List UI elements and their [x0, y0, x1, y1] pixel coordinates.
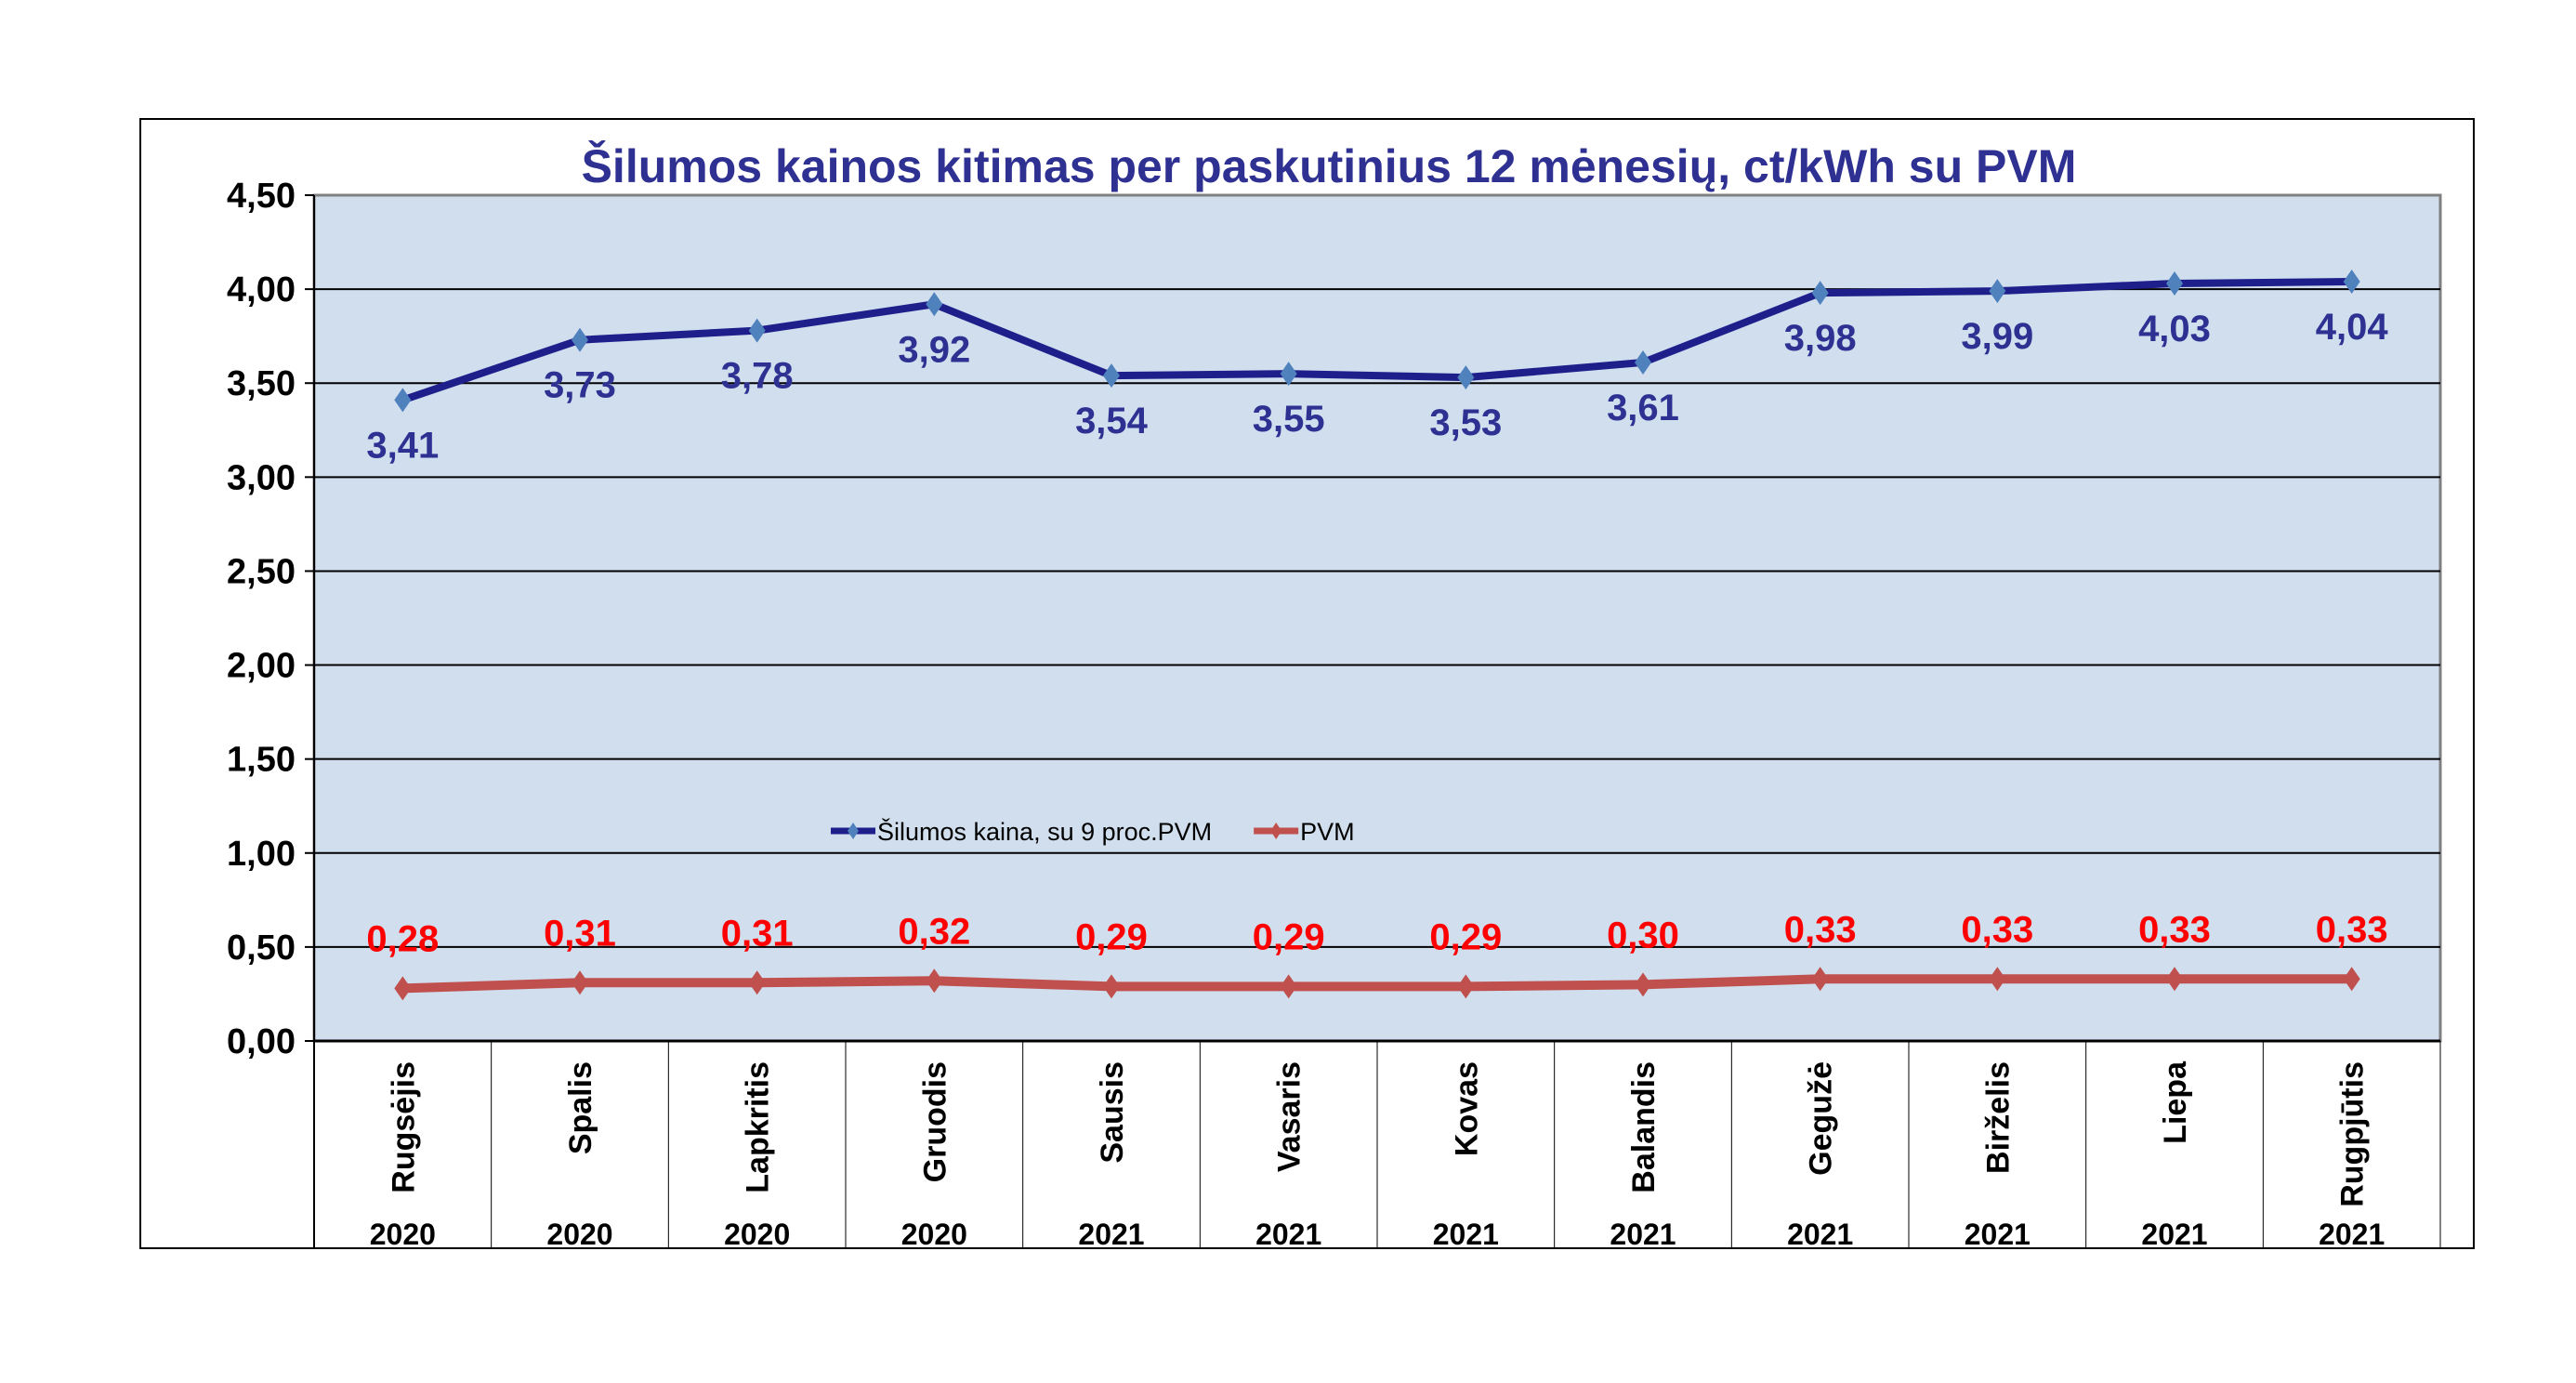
data-label: 0,33	[1961, 909, 2033, 950]
data-label: 3,73	[544, 365, 616, 406]
legend: Šilumos kaina, su 9 proc.PVM PVM	[831, 817, 1355, 846]
category-label: Rugsėjis	[386, 1061, 421, 1193]
data-label: 3,78	[721, 356, 794, 397]
year-label: 2021	[1433, 1218, 1499, 1251]
legend-label: PVM	[1300, 818, 1355, 846]
category-label: Sausis	[1095, 1061, 1130, 1164]
data-point-marker	[1103, 363, 1120, 389]
series-line	[401, 278, 2352, 404]
data-point-marker	[1811, 967, 1829, 992]
year-label: 2020	[901, 1218, 967, 1251]
data-point-marker	[1635, 972, 1651, 997]
year-label: 2021	[2319, 1218, 2385, 1251]
category-label: Liepa	[2158, 1060, 2193, 1144]
data-label: 3,98	[1784, 318, 1857, 359]
gridlines	[314, 288, 2440, 948]
y-tick-label: 3,50	[227, 364, 296, 403]
category-label: Vasaris	[1272, 1061, 1308, 1172]
year-label: 2020	[724, 1218, 790, 1251]
data-point-marker	[2166, 967, 2183, 992]
year-label: 2020	[546, 1218, 612, 1251]
year-label: 2021	[1255, 1218, 1321, 1251]
data-label: 3,61	[1607, 388, 1679, 428]
y-tick-label: 3,00	[227, 458, 296, 497]
y-tick-label: 2,00	[227, 647, 296, 686]
category-label: Kovas	[1449, 1061, 1484, 1156]
data-point-marker	[572, 327, 588, 352]
data-point-marker	[2343, 270, 2360, 295]
data-point-marker	[1280, 362, 1297, 387]
y-axis: 0,00 0,50 1,00 1,50 2,00 2,50 3,00 3,50 4,00 4,50	[227, 177, 315, 1248]
category-axis: Rugsėjis 2020 Spalis 2020 Lapkritis 2020 Gruod…	[314, 1039, 2441, 1251]
data-point-marker	[394, 976, 412, 1001]
data-label: 0,33	[2138, 909, 2211, 950]
data-label: 3,53	[1429, 402, 1502, 443]
category-label: Lapkritis	[741, 1061, 776, 1193]
category-label: Gruodis	[917, 1061, 953, 1182]
data-label: 0,33	[1784, 909, 1857, 950]
legend-label: Šilumos kaina, su 9 proc.PVM	[877, 817, 1212, 846]
data-label: 4,03	[2138, 309, 2211, 349]
data-point-marker	[1280, 974, 1297, 999]
data-point-marker	[1811, 281, 1829, 306]
y-tick-label: 1,00	[227, 835, 296, 874]
category-label: Spalis	[563, 1061, 598, 1154]
data-label: 0,30	[1607, 915, 1679, 955]
data-label: 3,92	[898, 329, 970, 370]
y-tick-label: 1,50	[227, 741, 296, 780]
data-point-marker	[1457, 365, 1475, 390]
data-label: 0,33	[2316, 909, 2388, 950]
y-tick-label: 4,00	[227, 270, 296, 310]
data-label: 0,29	[1429, 916, 1502, 957]
y-tick-label: 0,50	[227, 929, 296, 968]
y-tick-label: 4,50	[227, 177, 296, 216]
data-point-marker	[926, 968, 943, 994]
data-point-marker	[2166, 271, 2183, 296]
y-tick-label: 2,50	[227, 552, 296, 591]
series-line	[402, 974, 2352, 994]
data-label: 0,29	[1253, 916, 1325, 957]
data-label: 0,31	[721, 913, 794, 954]
year-label: 2021	[1078, 1218, 1144, 1251]
year-label: 2021	[2141, 1218, 2207, 1251]
data-point-marker	[1103, 974, 1120, 999]
data-label: 0,32	[898, 911, 970, 952]
y-tick-label: 0,00	[227, 1022, 296, 1061]
category-label: Birželis	[1980, 1061, 2016, 1174]
data-point-marker	[748, 318, 766, 343]
legend-marker	[1270, 823, 1282, 839]
data-point-marker	[1989, 967, 2006, 992]
data-point-marker	[1635, 349, 1651, 375]
data-label: 0,29	[1075, 916, 1148, 957]
category-label: Gegužė	[1804, 1061, 1839, 1176]
data-point-marker	[1989, 279, 2006, 304]
legend-marker	[848, 823, 859, 839]
chart-title: Šilumos kainos kitimas per paskutinius 1…	[582, 139, 2077, 192]
data-point-marker	[2343, 967, 2360, 992]
category-label: Rugpjūtis	[2335, 1061, 2371, 1207]
year-label: 2021	[1610, 1218, 1676, 1251]
data-point-marker	[748, 970, 766, 995]
data-label: 3,54	[1075, 401, 1149, 441]
data-point-marker	[572, 970, 588, 995]
data-label: 3,41	[366, 425, 439, 466]
data-label: 3,55	[1253, 399, 1325, 440]
year-label: 2021	[1965, 1218, 2031, 1251]
year-label: 2021	[1787, 1218, 1853, 1251]
data-label: 4,04	[2316, 307, 2389, 348]
data-point-marker	[926, 292, 943, 317]
data-point-marker	[1457, 974, 1475, 999]
data-label: 3,99	[1961, 316, 2033, 357]
series-group: 3,41 3,73 3,78 3,92 3,54 3,55 3,53 3,61 3,98 3,99…	[366, 270, 2389, 1001]
data-point-marker	[394, 388, 412, 413]
data-label: 0,31	[544, 913, 616, 954]
plot-area	[312, 193, 2442, 1043]
category-label: Balandis	[1626, 1061, 1662, 1193]
data-label: 0,28	[366, 918, 439, 959]
year-label: 2020	[370, 1218, 436, 1251]
